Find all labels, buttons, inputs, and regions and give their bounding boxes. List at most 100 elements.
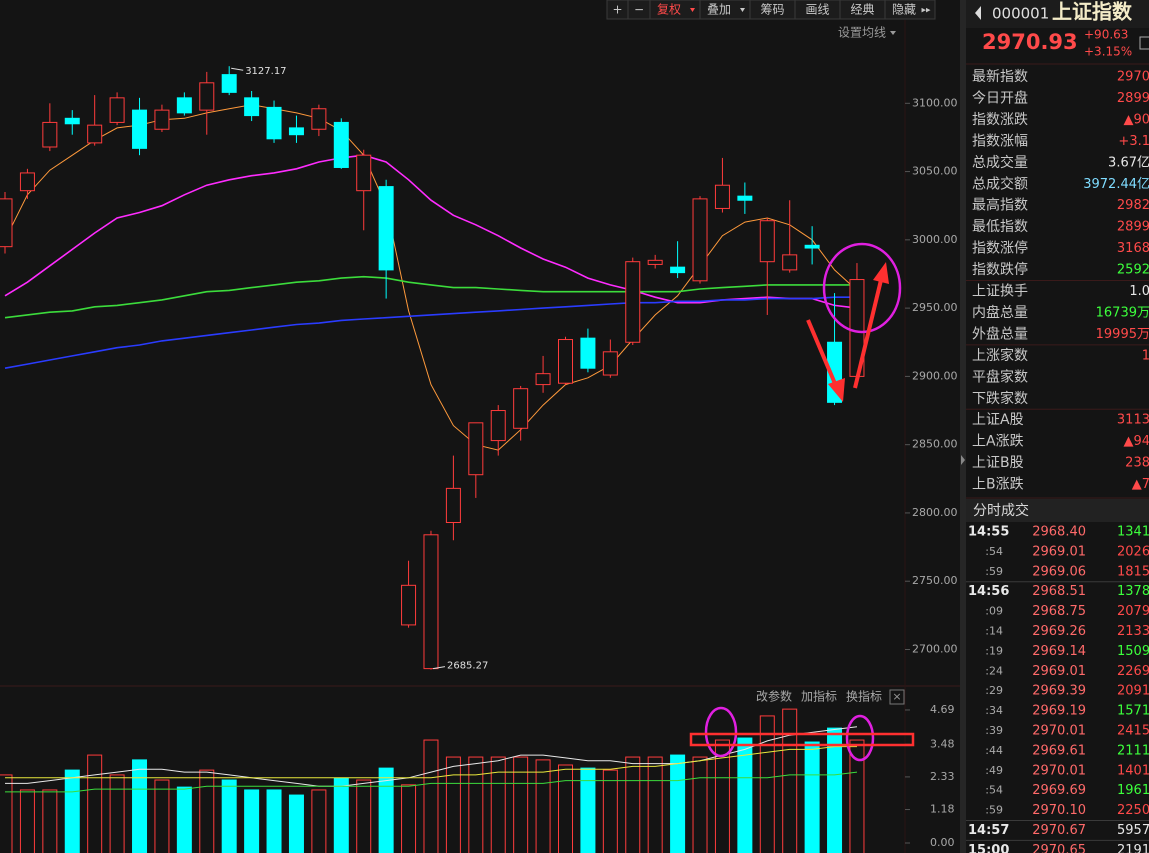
volume-bar	[670, 754, 686, 853]
toolbar-button[interactable]	[884, 0, 936, 20]
indicator-button[interactable]: 换指标	[846, 689, 882, 704]
volume-bar	[42, 789, 58, 853]
trade-price: 2969.01	[1032, 544, 1086, 559]
expand-icon[interactable]: ▸▸	[921, 6, 931, 16]
trades-header-bg	[966, 499, 1149, 522]
trade-time: :59	[985, 565, 1003, 578]
quote-label: 平盘家数	[972, 368, 1028, 385]
trade-price: 2968.75	[1032, 604, 1086, 619]
quote-label: 上涨家数	[972, 347, 1028, 364]
quote-label: 总成交量	[972, 154, 1028, 171]
candle-body	[602, 351, 618, 376]
quote-label: 外盘总量	[972, 325, 1028, 342]
y-tick-label: 0.00	[930, 836, 955, 849]
toolbar-label[interactable]: 隐藏	[892, 3, 916, 17]
y-tick-label: 2950.00	[912, 301, 958, 314]
trade-price: 2969.19	[1032, 704, 1086, 719]
close-indicator[interactable]	[889, 689, 905, 705]
volume-bar	[468, 756, 484, 853]
collapse-button[interactable]	[1139, 36, 1149, 50]
quote-label: 最高指数	[972, 197, 1028, 214]
volume-average	[5, 771, 858, 793]
trade-time: 14:57	[968, 823, 1009, 838]
highlight-circle	[704, 706, 738, 758]
candle-body	[154, 109, 170, 130]
splitter-arrow[interactable]	[961, 455, 965, 465]
trade-volume: 13414	[1117, 525, 1149, 540]
quote-label: 指数涨停	[972, 240, 1028, 257]
toolbar-label[interactable]: 筹码	[760, 3, 784, 17]
candle-body	[42, 121, 58, 148]
quote-value: 2982	[1117, 198, 1149, 213]
candle-body	[468, 422, 484, 476]
quote-label: 上A涨跌	[972, 434, 1024, 450]
candle-body	[0, 198, 13, 248]
prev-arrow[interactable]	[975, 6, 981, 20]
candle-body	[759, 220, 775, 263]
high-pointer	[231, 67, 244, 71]
trade-volume: 13785	[1117, 584, 1149, 599]
trade-time: 14:55	[968, 525, 1009, 540]
splitter[interactable]	[960, 0, 966, 853]
volume-average	[5, 746, 857, 779]
trade-volume: 19617	[1117, 783, 1149, 798]
trade-time: :54	[985, 784, 1003, 797]
volume-bar	[132, 759, 148, 853]
y-tick-label: 2.33	[930, 770, 955, 783]
volume-bar	[176, 786, 192, 853]
toolbar-label[interactable]: 复权	[657, 3, 681, 17]
ma-setting[interactable]: 设置均线	[838, 26, 886, 40]
quote-label: 上B涨跌	[972, 477, 1024, 493]
volume-bar	[87, 754, 103, 853]
volume-bar	[580, 767, 596, 853]
volume-bar	[356, 779, 372, 853]
dropdown-arrow[interactable]	[740, 8, 745, 12]
y-tick-label: 2900.00	[912, 369, 958, 382]
toolbar-label[interactable]: −	[634, 3, 644, 17]
quote-label: 内盘总量	[972, 304, 1028, 321]
price-change: +90.63	[1084, 28, 1128, 42]
volume-bar	[692, 756, 708, 853]
candle-body	[423, 534, 439, 670]
toolbar-label[interactable]: 经典	[850, 3, 874, 17]
y-tick-label: 2750.00	[912, 574, 958, 587]
last-price: 2970.93	[982, 30, 1078, 54]
quote-label: 上证B股	[972, 455, 1024, 471]
highlight-box	[689, 732, 915, 747]
candle-body	[221, 74, 237, 93]
trade-volume: 14017	[1117, 763, 1149, 778]
toolbar-label[interactable]: 画线	[805, 3, 829, 17]
candle-body	[333, 121, 349, 168]
indicator-button[interactable]: 加指标	[801, 689, 837, 704]
arrow-down	[806, 319, 838, 387]
volume-bar	[333, 777, 349, 853]
quote-value: 16739万	[1096, 305, 1149, 320]
trade-time: :34	[985, 704, 1003, 717]
close-icon[interactable]: ×	[892, 690, 901, 703]
candle-body	[625, 261, 641, 343]
trade-volume: 24155	[1117, 724, 1149, 739]
dropdown-arrow[interactable]	[690, 8, 695, 12]
trade-time: :09	[985, 605, 1003, 618]
toolbar-label[interactable]: 叠加	[707, 3, 731, 17]
volume-bar	[827, 727, 843, 853]
quote-value: 238	[1125, 456, 1149, 471]
toolbar-label[interactable]: +	[612, 3, 622, 17]
quote-value: 3168	[1117, 241, 1149, 256]
trade-price: 2970.01	[1032, 724, 1086, 739]
y-tick-label: 2700.00	[912, 642, 958, 655]
volume-bar	[513, 756, 529, 853]
quote-value: ▲90	[1123, 112, 1149, 127]
candle-body	[288, 127, 304, 136]
dropdown-arrow[interactable]	[890, 31, 896, 35]
trade-time: :44	[985, 744, 1003, 757]
indicator-button[interactable]: 改参数	[756, 689, 792, 704]
candle-body	[445, 487, 461, 524]
volume-bar	[804, 741, 820, 853]
volume-bar	[535, 759, 551, 853]
quote-value: 1	[1142, 348, 1149, 363]
quote-label: 上证A股	[972, 412, 1024, 428]
trade-time: 15:00	[968, 843, 1009, 853]
